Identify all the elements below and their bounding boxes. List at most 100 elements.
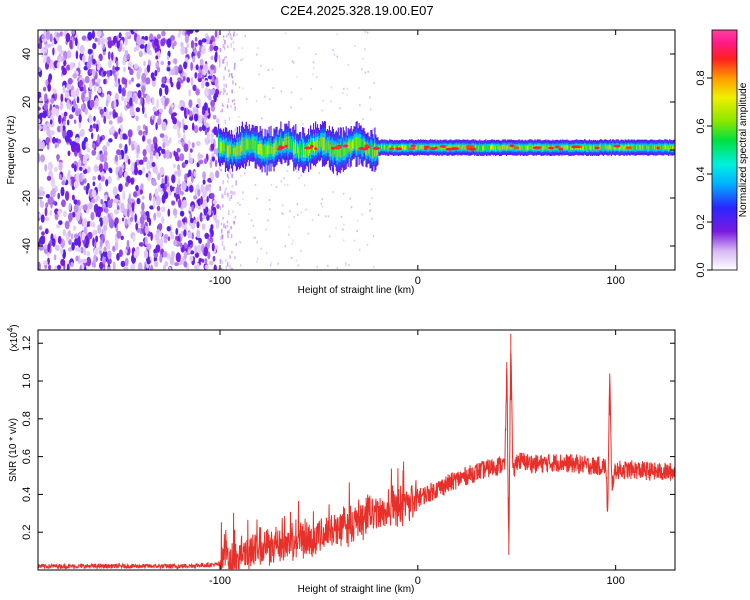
heatmap-cell xyxy=(381,144,383,150)
heatmap-cell xyxy=(44,207,48,217)
heatmap-cell xyxy=(211,156,215,162)
heatmap-cell xyxy=(89,99,95,108)
heatmap-cell xyxy=(156,44,160,52)
heatmap-cell xyxy=(210,99,216,107)
heatmap-cell xyxy=(278,145,283,149)
heatmap-cell xyxy=(172,66,176,76)
heatmap-cell xyxy=(155,122,158,131)
heatmap-cell xyxy=(369,202,371,205)
heatmap-cell xyxy=(156,205,161,212)
heatmap-cell xyxy=(439,144,441,150)
heatmap-cell xyxy=(353,137,355,148)
heatmap-cell xyxy=(312,73,314,76)
heatmap-cell xyxy=(67,77,73,85)
heatmap-cell xyxy=(222,38,225,41)
snr-ylabel: SNR (10 * v/v) xyxy=(8,418,19,482)
heatmap-cell xyxy=(117,116,123,124)
heatmap-cell xyxy=(104,206,109,214)
heatmap-cell xyxy=(140,183,144,191)
heatmap-cell xyxy=(523,145,525,151)
heatmap-cell xyxy=(105,216,109,226)
heatmap-cell xyxy=(255,141,257,154)
heatmap-cell xyxy=(246,97,248,100)
heatmap-cell xyxy=(71,163,75,169)
heatmap-cell xyxy=(49,33,53,42)
heatmap-cell xyxy=(38,244,44,251)
heatmap-cell xyxy=(45,30,51,40)
heatmap-cell xyxy=(353,239,356,242)
heatmap-cell xyxy=(347,63,349,66)
heatmap-cell xyxy=(229,144,232,154)
heatmap-cell xyxy=(370,143,372,155)
heatmap-cell xyxy=(368,145,370,154)
heatmap-cell xyxy=(207,251,211,260)
heatmap-cell xyxy=(179,242,183,248)
heatmap-cell xyxy=(646,145,648,150)
heatmap-cell xyxy=(240,174,242,177)
heatmap-cell xyxy=(268,199,271,202)
heatmap-cell xyxy=(184,222,187,231)
heatmap-cell xyxy=(183,61,188,70)
heatmap-cell xyxy=(559,145,561,150)
heatmap-cell xyxy=(338,148,340,160)
heatmap-cell xyxy=(321,137,324,151)
heatmap-cell xyxy=(161,216,165,224)
heatmap-cell xyxy=(564,145,566,150)
heatmap-cell xyxy=(602,145,604,151)
heatmap-cell xyxy=(228,169,231,173)
heatmap-cell xyxy=(205,137,208,145)
heatmap-cell xyxy=(389,144,391,150)
heatmap-cell xyxy=(307,232,310,235)
heatmap-cell xyxy=(366,31,369,34)
heatmap-cell xyxy=(224,89,226,93)
heatmap-cell xyxy=(212,255,216,262)
heatmap-cell xyxy=(271,145,273,154)
heatmap-cell xyxy=(163,234,169,241)
heatmap-cell xyxy=(136,144,140,154)
heatmap-cell xyxy=(177,219,182,228)
heatmap-cell xyxy=(223,223,225,228)
heatmap-cell xyxy=(227,230,229,234)
heatmap-cell xyxy=(54,166,58,172)
heatmap-cell xyxy=(145,173,149,178)
heatmap-cell xyxy=(41,34,45,40)
heatmap-cell xyxy=(231,147,234,159)
heatmap-cell xyxy=(662,145,664,150)
heatmap-cell xyxy=(130,177,135,185)
heatmap-cell xyxy=(223,45,226,51)
heatmap-cell xyxy=(527,145,529,150)
heatmap-cell xyxy=(59,31,63,37)
heatmap-cell xyxy=(349,142,351,154)
heatmap-cell xyxy=(238,240,241,243)
heatmap-cell xyxy=(190,217,194,224)
heatmap-cell xyxy=(410,144,416,148)
heatmap-cell xyxy=(196,98,200,104)
heatmap-cell xyxy=(188,30,194,34)
heatmap-cell xyxy=(653,145,655,151)
heatmap-cell xyxy=(133,46,137,53)
heatmap-cell xyxy=(49,103,53,111)
heatmap-cell xyxy=(659,144,661,150)
heatmap-cell xyxy=(221,103,224,107)
heatmap-cell xyxy=(581,145,583,150)
heatmap-cell xyxy=(225,258,227,262)
heatmap-cell xyxy=(190,61,194,71)
heatmap-cell xyxy=(49,119,53,125)
x-tick-label: 100 xyxy=(606,575,624,587)
heatmap-cell xyxy=(230,226,232,230)
heatmap-cell xyxy=(66,50,72,59)
heatmap-cell xyxy=(76,96,80,104)
heatmap-cell xyxy=(219,58,221,64)
heatmap-cell xyxy=(218,55,220,59)
heatmap-cell xyxy=(640,145,642,150)
heatmap-cell xyxy=(302,142,304,157)
heatmap-cell xyxy=(195,64,199,71)
heatmap-cell xyxy=(54,265,58,270)
heatmap-cell xyxy=(218,94,220,98)
heatmap-cell xyxy=(128,79,132,85)
heatmap-cell xyxy=(594,146,600,150)
heatmap-cell xyxy=(296,75,298,78)
heatmap-cell xyxy=(312,66,315,69)
heatmap-cell xyxy=(315,137,317,151)
heatmap-cell xyxy=(223,268,225,270)
